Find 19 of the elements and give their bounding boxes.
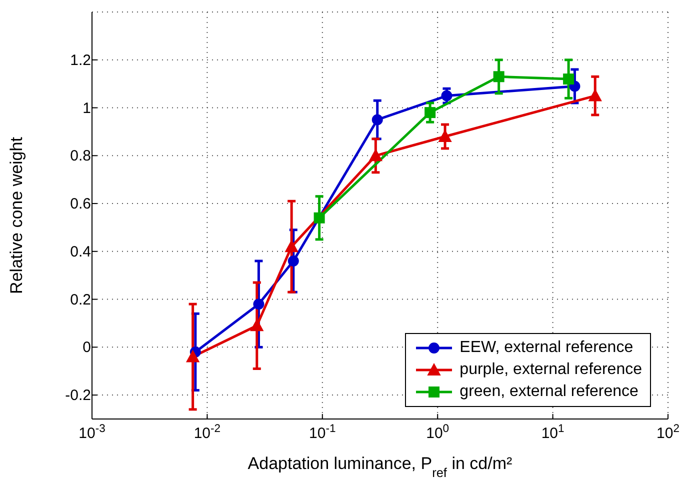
x-tick-label: 10$^{1}$: [541, 423, 564, 442]
legend-label: green, external reference: [460, 382, 638, 402]
y-tick-label: 0.8: [70, 148, 91, 165]
y-tick-label: 0: [82, 339, 91, 356]
x-tick-label: 10$^{0}$: [426, 423, 450, 442]
x-tick-label: 10$^{-2}$: [194, 423, 221, 442]
y-tick-label: -0.2: [65, 387, 91, 404]
legend-label: purple, external reference: [460, 360, 642, 380]
legend-label: EEW, external reference: [460, 338, 634, 358]
y-tick-label: 0.2: [70, 291, 91, 308]
y-tick-label: 0.6: [70, 196, 91, 213]
y-tick-label: 1.2: [70, 52, 91, 69]
x-tick-label: 10$^{-3}$: [78, 423, 106, 442]
x-tick-label: 10$^{2}$: [656, 423, 680, 442]
y-axis-title: Relative cone weight: [7, 136, 26, 294]
x-axis-title: Adaptation luminance, P$_{ref}$ in cd/m²: [248, 454, 513, 480]
y-tick-label: 1: [82, 100, 91, 117]
x-tick-label: 10$^{-1}$: [309, 423, 336, 442]
y-tick-label: 0.4: [70, 243, 91, 260]
